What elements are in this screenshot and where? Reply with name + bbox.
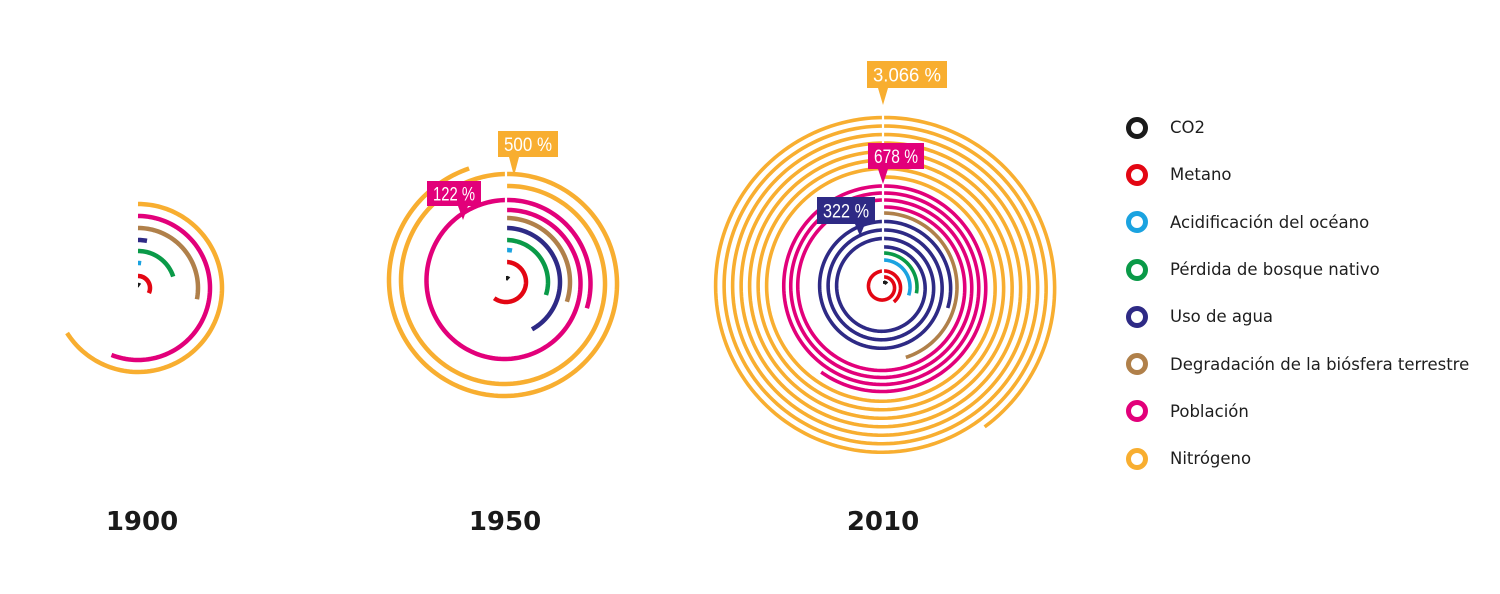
spiral-agua-2010 xyxy=(817,219,953,351)
legend-item-nitrogeno: Nitrógeno xyxy=(1126,435,1469,482)
callout-agua-2010: 322 % xyxy=(817,197,875,236)
callout-pointer xyxy=(509,157,519,176)
callout-nitrogeno-1950: 500 % xyxy=(498,131,558,176)
legend-label: Nitrógeno xyxy=(1170,449,1252,469)
legend-label: CO2 xyxy=(1170,118,1206,138)
spiral-poblacion-1900 xyxy=(110,213,213,363)
spiral-agua-1900 xyxy=(137,237,148,244)
legend-item-poblacion: Población xyxy=(1126,388,1469,435)
callout-box xyxy=(498,131,558,157)
callout-pointer xyxy=(878,88,888,105)
panel-2010: 3.066 % 678 % 322 % xyxy=(713,61,1057,455)
legend-label: Degradación de la biósfera terrestre xyxy=(1170,354,1470,374)
spiral-nitrogeno-1950 xyxy=(386,166,620,399)
legend-ring-icon xyxy=(1126,447,1148,470)
legend-label: Población xyxy=(1170,401,1249,421)
spiral-bosque-1950 xyxy=(505,237,551,296)
legend-item-biosfera: Degradación de la biósfera terrestre xyxy=(1126,340,1469,387)
legend-label: Acidificación del océano xyxy=(1170,212,1370,232)
spiral-nitrogeno-1900 xyxy=(65,201,225,375)
callout-label: 322 % xyxy=(823,202,869,223)
spiral-biosfera-1900 xyxy=(137,225,201,300)
legend-item-metano: Metano xyxy=(1126,151,1469,198)
legend-item-acidificacion: Acidificación del océano xyxy=(1126,199,1469,246)
spiral-metano-1950 xyxy=(492,259,529,305)
callout-box xyxy=(817,197,875,224)
legend-item-agua: Uso de agua xyxy=(1126,293,1469,340)
spiral-biosfera-2010 xyxy=(882,211,959,360)
legend-ring-icon xyxy=(1126,116,1148,139)
spiral-co2-2010 xyxy=(883,280,889,285)
panel-1950: 500 % 122 % xyxy=(386,82,620,399)
callout-pointer xyxy=(878,169,888,184)
legend-label: Pérdida de bosque nativo xyxy=(1170,260,1380,280)
legend: CO2 Metano Acidificación del océano Pérd… xyxy=(1126,104,1469,482)
legend-ring-icon xyxy=(1126,258,1148,281)
year-label-2010: 2010 xyxy=(847,507,919,537)
callout-box xyxy=(867,61,947,88)
year-label-1900: 1900 xyxy=(106,507,178,537)
callout-pointer xyxy=(855,224,865,236)
spiral-metano-2010 xyxy=(866,269,903,304)
callout-nitrogeno-2010: 3.066 % xyxy=(867,61,947,105)
legend-ring-icon xyxy=(1126,211,1148,234)
spiral-acidificacion-2010 xyxy=(882,258,912,296)
legend-ring-icon xyxy=(1126,305,1148,328)
panel-1900 xyxy=(65,201,225,375)
spiral-metano-1900 xyxy=(137,273,153,295)
spiral-poblacion-1950 xyxy=(424,197,593,362)
spiral-co2-1950 xyxy=(505,275,511,281)
callout-box xyxy=(868,143,924,169)
callout-poblacion-1950: 122 % xyxy=(427,181,481,220)
spiral-agua-1950 xyxy=(505,225,563,332)
spiral-co2-1900 xyxy=(137,282,142,288)
spiral-bosque-1900 xyxy=(137,248,176,278)
callout-label: 122 % xyxy=(433,185,475,206)
spiral-bosque-2010 xyxy=(882,251,919,294)
callout-pointer xyxy=(458,206,468,220)
callout-label: 678 % xyxy=(874,147,918,168)
legend-ring-icon xyxy=(1126,400,1148,423)
legend-ring-icon xyxy=(1126,163,1148,186)
spiral-nitrogeno-2010 xyxy=(713,115,1057,455)
callout-box xyxy=(427,181,481,206)
callout-label: 3.066 % xyxy=(873,66,941,87)
callout-poblacion-2010: 678 % xyxy=(868,143,924,184)
legend-label: Metano xyxy=(1170,165,1232,185)
legend-item-bosque: Pérdida de bosque nativo xyxy=(1126,246,1469,293)
legend-item-co2: CO2 xyxy=(1126,104,1469,151)
spiral-biosfera-1950 xyxy=(505,215,573,303)
year-label-1950: 1950 xyxy=(469,507,541,537)
legend-label: Uso de agua xyxy=(1170,307,1274,327)
callout-label: 500 % xyxy=(504,135,552,156)
legend-ring-icon xyxy=(1126,353,1148,376)
